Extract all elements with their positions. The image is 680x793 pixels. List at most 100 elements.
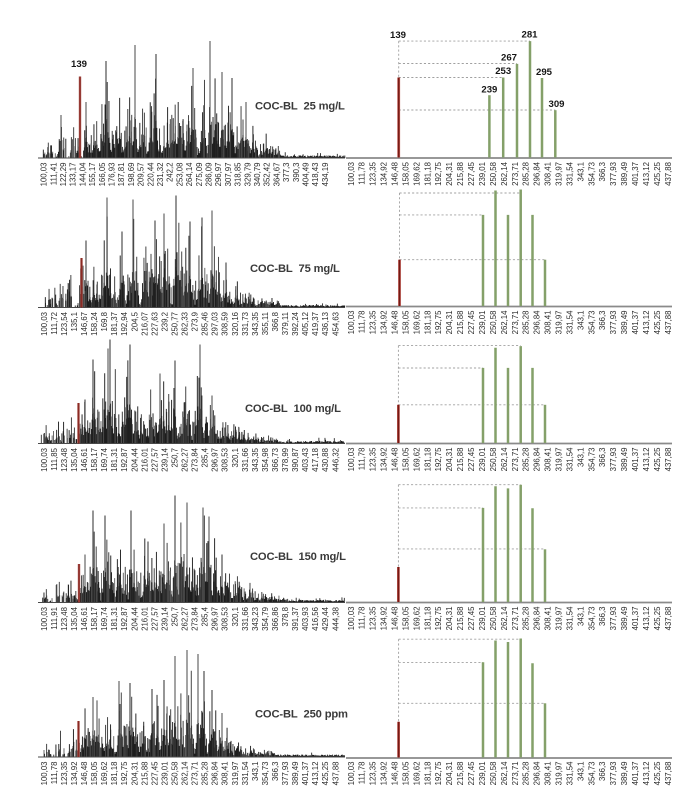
svg-text:378,99: 378,99 [281, 448, 290, 472]
svg-text:454,63: 454,63 [331, 312, 340, 336]
svg-text:135,04: 135,04 [70, 606, 79, 631]
svg-text:354,73: 354,73 [587, 311, 596, 335]
svg-text:308,41: 308,41 [544, 607, 553, 631]
svg-text:192,75: 192,75 [120, 761, 129, 786]
svg-text:111,91: 111,91 [50, 607, 59, 630]
svg-text:146,48: 146,48 [391, 448, 400, 472]
svg-text:281: 281 [521, 30, 538, 41]
svg-text:285,4: 285,4 [201, 447, 210, 467]
svg-text:366,8: 366,8 [271, 312, 280, 332]
svg-text:181,31: 181,31 [110, 448, 119, 472]
svg-text:215,88: 215,88 [456, 448, 465, 472]
svg-text:389,49: 389,49 [620, 607, 629, 631]
svg-text:227,57: 227,57 [150, 448, 159, 472]
svg-text:308,41: 308,41 [544, 448, 553, 472]
svg-text:100,03: 100,03 [40, 312, 49, 336]
svg-text:146,67: 146,67 [80, 312, 89, 336]
svg-text:220,44: 220,44 [146, 162, 155, 187]
svg-text:296,97: 296,97 [211, 448, 220, 472]
svg-text:343,1: 343,1 [576, 607, 585, 627]
svg-text:331,54: 331,54 [565, 310, 574, 335]
svg-text:135,1: 135,1 [70, 312, 79, 332]
svg-text:296,84: 296,84 [533, 606, 542, 631]
svg-text:377,93: 377,93 [609, 607, 618, 631]
svg-text:192,75: 192,75 [434, 447, 443, 472]
svg-text:215,88: 215,88 [456, 162, 465, 186]
svg-text:295: 295 [536, 67, 553, 78]
svg-text:425,25: 425,25 [653, 447, 662, 472]
svg-text:403,43: 403,43 [301, 448, 310, 472]
svg-text:250,58: 250,58 [170, 762, 179, 786]
svg-text:123,35: 123,35 [369, 447, 378, 472]
svg-text:239,01: 239,01 [478, 762, 487, 786]
svg-text:437,88: 437,88 [331, 762, 340, 786]
svg-text:378,8: 378,8 [281, 607, 290, 627]
svg-text:320,16: 320,16 [231, 312, 240, 336]
svg-text:227,45: 227,45 [467, 447, 476, 472]
svg-text:273,71: 273,71 [191, 762, 200, 786]
svg-text:285,4: 285,4 [201, 606, 210, 626]
svg-text:192,75: 192,75 [434, 761, 443, 786]
svg-text:366,3: 366,3 [598, 607, 607, 627]
svg-text:181,18: 181,18 [110, 762, 119, 786]
svg-text:227,63: 227,63 [150, 312, 159, 336]
svg-text:250,7: 250,7 [170, 448, 179, 468]
svg-text:146,48: 146,48 [391, 162, 400, 186]
svg-text:253: 253 [495, 66, 511, 77]
svg-text:192,87: 192,87 [120, 448, 129, 472]
svg-text:297,03: 297,03 [211, 312, 220, 336]
svg-text:111,85: 111,85 [50, 447, 59, 470]
svg-text:308,41: 308,41 [544, 311, 553, 335]
svg-text:250,58: 250,58 [489, 162, 498, 186]
svg-text:123,35: 123,35 [60, 761, 69, 786]
svg-text:419,37: 419,37 [311, 312, 320, 336]
svg-text:401,37: 401,37 [301, 762, 310, 786]
svg-text:181,37: 181,37 [110, 312, 119, 336]
svg-text:187,81: 187,81 [117, 163, 126, 187]
svg-text:285,28: 285,28 [522, 162, 531, 186]
svg-text:123,35: 123,35 [369, 606, 378, 631]
svg-text:273,9: 273,9 [191, 312, 200, 332]
svg-text:296,84: 296,84 [533, 310, 542, 335]
svg-text:239,01: 239,01 [478, 607, 487, 631]
svg-text:169,8: 169,8 [100, 312, 109, 332]
svg-text:319,97: 319,97 [554, 607, 563, 631]
svg-text:425,25: 425,25 [321, 761, 330, 786]
svg-text:204,31: 204,31 [445, 607, 454, 631]
svg-text:239,01: 239,01 [478, 162, 487, 186]
svg-text:181,18: 181,18 [423, 162, 432, 186]
svg-text:181,18: 181,18 [423, 607, 432, 631]
svg-text:403,93: 403,93 [301, 607, 310, 631]
svg-text:134,92: 134,92 [380, 607, 389, 631]
svg-text:181,18: 181,18 [423, 762, 432, 786]
svg-text:204,31: 204,31 [130, 762, 139, 786]
svg-text:158,17: 158,17 [90, 448, 99, 472]
svg-text:308,41: 308,41 [544, 162, 553, 186]
svg-text:377,93: 377,93 [609, 762, 618, 786]
svg-text:204,44: 204,44 [130, 606, 139, 631]
svg-text:320,1: 320,1 [231, 607, 240, 627]
svg-text:364,67: 364,67 [272, 163, 281, 187]
svg-text:390,87: 390,87 [291, 448, 300, 472]
svg-text:100,03: 100,03 [40, 762, 49, 786]
svg-text:343,1: 343,1 [576, 311, 585, 331]
svg-text:158,05: 158,05 [401, 606, 410, 631]
svg-text:134,92: 134,92 [380, 311, 389, 335]
svg-text:377,93: 377,93 [281, 762, 290, 786]
svg-text:111,78: 111,78 [358, 162, 367, 185]
svg-text:166,05: 166,05 [98, 162, 107, 187]
svg-text:340,79: 340,79 [253, 163, 262, 187]
svg-text:354,73: 354,73 [587, 762, 596, 786]
svg-text:329,79: 329,79 [243, 163, 252, 187]
svg-text:308,41: 308,41 [221, 762, 230, 786]
svg-text:176,93: 176,93 [107, 163, 116, 187]
svg-text:135,04: 135,04 [70, 447, 79, 472]
svg-text:158,05: 158,05 [401, 447, 410, 472]
svg-text:204,31: 204,31 [445, 762, 454, 786]
svg-text:262,14: 262,14 [500, 606, 509, 631]
svg-text:273,71: 273,71 [511, 311, 520, 335]
svg-text:181,31: 181,31 [110, 607, 119, 631]
svg-text:111,41: 111,41 [49, 163, 58, 186]
svg-text:413,12: 413,12 [642, 162, 651, 186]
svg-text:366,3: 366,3 [598, 448, 607, 468]
